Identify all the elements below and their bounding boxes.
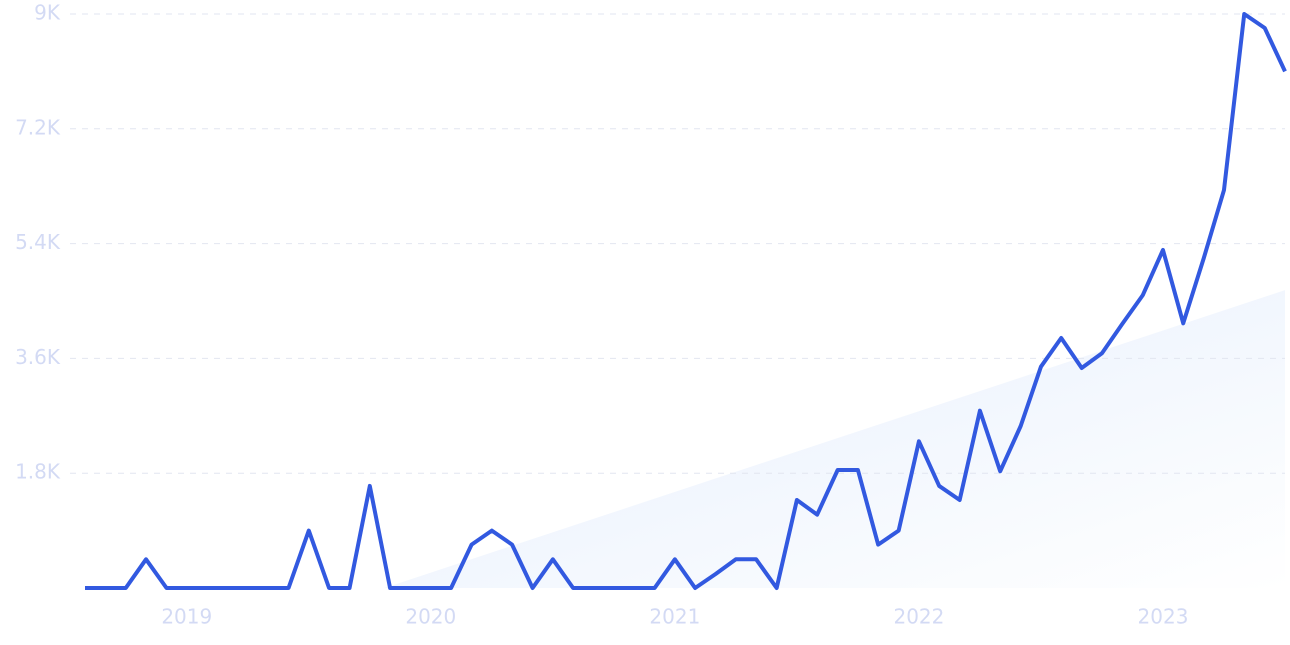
x-tick-label: 2020	[405, 605, 456, 629]
x-tick-label: 2023	[1138, 605, 1189, 629]
x-tick-label: 2021	[649, 605, 700, 629]
x-tick-label: 2022	[893, 605, 944, 629]
trend-area	[384, 290, 1285, 588]
y-tick-label: 1.8K	[15, 460, 61, 484]
y-tick-label: 3.6K	[15, 345, 61, 369]
y-tick-label: 7.2K	[15, 115, 61, 139]
y-tick-label: 5.4K	[15, 230, 61, 254]
y-tick-label: 9K	[34, 1, 61, 25]
x-tick-label: 2019	[161, 605, 212, 629]
data-line	[85, 12, 1287, 590]
